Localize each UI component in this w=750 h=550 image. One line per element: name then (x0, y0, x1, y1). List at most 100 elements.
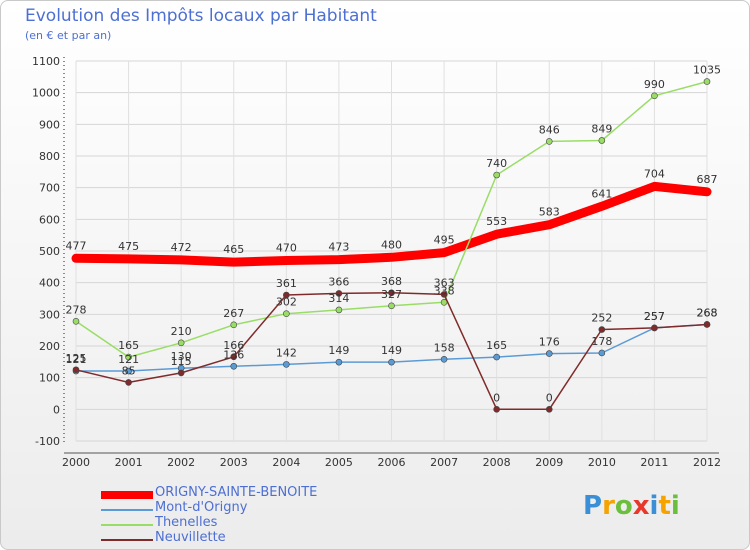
series-3-point-2007 (440, 291, 448, 298)
data-label-0-2004: 470 (276, 242, 297, 255)
y-tick-label: 700 (39, 182, 60, 195)
data-label-1-2008: 165 (486, 339, 507, 352)
series-2-point-2000 (72, 317, 80, 325)
y-tick-label: 1100 (32, 55, 60, 68)
series-3-point-2004 (283, 291, 290, 299)
data-label-3-2002: 115 (171, 355, 192, 368)
data-label-3-2012: 268 (697, 306, 718, 319)
series-1-point-2007 (440, 355, 448, 363)
x-tick-label: 2005 (325, 456, 353, 469)
logo-letter: o (614, 491, 633, 521)
data-label-1-2007: 158 (434, 341, 455, 354)
series-2-point-2002 (177, 339, 185, 347)
x-tick-label: 2012 (693, 456, 721, 469)
series-3-point-2001 (125, 379, 132, 386)
data-label-0-2007: 495 (434, 234, 455, 247)
y-tick-label: -100 (35, 435, 60, 448)
logo-letter: i (670, 491, 680, 521)
series-3-point-2008 (493, 406, 500, 413)
axes: -100010020030040050060070080090010001100… (32, 55, 721, 469)
data-label-3-2006: 368 (381, 275, 402, 288)
data-label-2-2006: 327 (381, 288, 402, 301)
data-label-1-2010: 178 (591, 335, 612, 348)
legend-swatch-thenelles (101, 524, 153, 526)
logo-letter: x (632, 491, 650, 521)
data-label-2-2002: 210 (171, 325, 192, 338)
series-3-point-2003 (230, 353, 238, 361)
data-label-0-2001: 475 (118, 240, 139, 253)
series-lines (71, 78, 712, 413)
series-3-point-2010 (598, 326, 606, 333)
series-2-point-2003 (230, 321, 238, 329)
legend-swatch-origny (101, 491, 153, 499)
data-label-0-2006: 480 (381, 238, 402, 251)
series-2-point-2010 (598, 137, 606, 144)
series-3-point-2012 (703, 321, 711, 328)
data-label-1-2005: 149 (328, 344, 349, 357)
y-tick-label: 800 (39, 150, 60, 163)
data-label-0-2008: 553 (486, 215, 507, 228)
data-label-2-2004: 302 (276, 296, 297, 309)
data-label-2-2009: 846 (539, 123, 560, 136)
legend-label-thenelles: Thenelles (155, 515, 218, 530)
legend-swatch-mont-d-origny (101, 509, 153, 511)
legend-swatch-neuvillette (101, 539, 153, 541)
data-label-2-2012: 1035 (693, 64, 721, 77)
y-tick-label: 300 (39, 308, 60, 321)
chart-subtitle: (en € et par an) (25, 29, 112, 42)
series-1-point-2009 (545, 350, 553, 357)
legend-label-mont-d-origny: Mont-d'Origny (155, 500, 248, 515)
x-tick-label: 2007 (430, 456, 458, 469)
data-label-0-2009: 583 (539, 206, 560, 219)
series-1-point-2010 (598, 349, 606, 357)
logo-letter: i (649, 491, 659, 521)
chart-title: Evolution des Impôts locaux par Habitant (25, 6, 377, 26)
data-label-3-2003: 166 (223, 339, 244, 352)
data-label-2-2008: 740 (486, 157, 507, 170)
legend-label-origny: ORIGNY-SAINTE-BENOITE (155, 485, 318, 500)
data-label-1-2004: 142 (276, 346, 297, 359)
series-3-point-2005 (335, 290, 343, 297)
y-tick-label: 600 (39, 213, 60, 226)
x-tick-label: 2004 (272, 456, 300, 469)
data-label-0-2003: 465 (223, 243, 244, 256)
x-tick-label: 2011 (640, 456, 668, 469)
data-label-0-2005: 473 (328, 241, 349, 254)
data-label-2-2011: 990 (644, 78, 665, 91)
data-label-0-2002: 472 (171, 241, 192, 254)
series-2-point-2005 (335, 306, 343, 314)
data-label-3-2000: 125 (66, 352, 87, 365)
series-1-point-2001 (125, 367, 132, 375)
y-tick-label: 100 (39, 372, 60, 385)
data-label-2-2000: 278 (66, 303, 87, 316)
y-tick-label: 200 (39, 340, 60, 353)
x-tick-label: 2009 (535, 456, 563, 469)
data-label-0-2000: 477 (66, 239, 87, 252)
data-labels: 477 475 472 465 470 473 480 495 553 583 641 704 687 1… (66, 64, 722, 405)
series-2-point-2006 (388, 302, 395, 310)
logo-letter: P (583, 491, 603, 521)
grid-lines (75, 60, 708, 442)
data-label-2-2005: 314 (328, 292, 349, 305)
data-label-1-2006: 149 (381, 344, 402, 357)
series-2-point-2004 (283, 310, 290, 318)
x-tick-label: 2001 (115, 456, 143, 469)
data-label-2-2001: 165 (118, 339, 139, 352)
series-2-point-2012 (703, 78, 711, 85)
series-line-0 (71, 181, 712, 267)
x-tick-label: 2008 (483, 456, 511, 469)
x-tick-label: 2006 (378, 456, 406, 469)
data-label-3-2008: 0 (493, 391, 500, 404)
data-label-3-2007: 363 (434, 276, 455, 289)
logo-letter: t (658, 491, 671, 521)
data-label-2-2007: 338 (434, 284, 455, 297)
data-label-1-2001: 121 (118, 353, 139, 366)
series-2-point-2008 (493, 171, 500, 179)
series-1-point-2005 (335, 358, 343, 366)
series-3-point-2011 (651, 324, 658, 332)
y-tick-label: 500 (39, 245, 60, 258)
data-label-0-2012: 687 (697, 173, 718, 186)
data-label-3-2005: 366 (328, 275, 349, 288)
